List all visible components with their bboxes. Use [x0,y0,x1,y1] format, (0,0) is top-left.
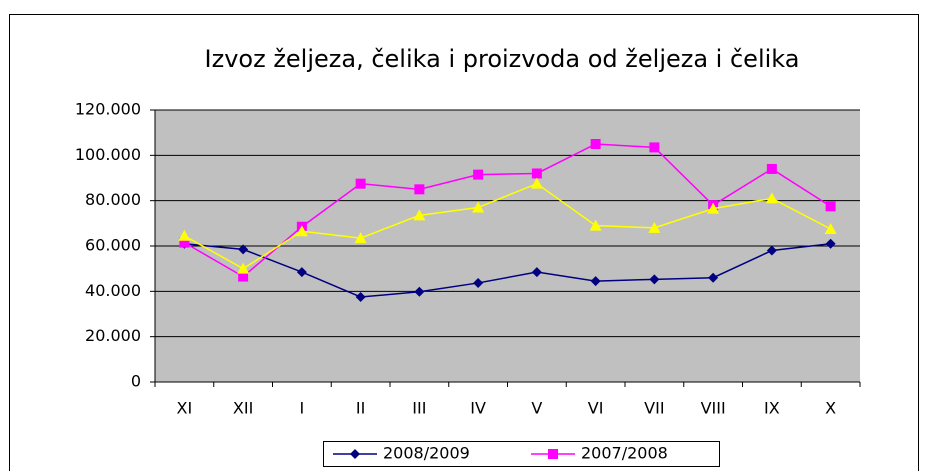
data-point [766,245,777,256]
data-point [237,262,250,274]
data-point [355,178,366,189]
data-point [648,221,661,233]
data-point [238,271,249,282]
data-point [238,244,249,255]
legend-label: 2007/2008 [581,444,668,463]
y-tick-label: 80.000 [85,190,141,209]
data-point [295,225,308,237]
data-point [413,209,426,221]
x-tick-label: VII [644,399,664,418]
data-point [766,163,777,174]
y-tick-label: 120.000 [75,100,141,119]
legend [323,441,720,467]
legend-marker [548,449,558,459]
x-tick-label: V [531,399,542,418]
series-line [184,182,831,270]
data-point [530,177,543,189]
x-tick-label: I [300,399,305,418]
series-line [183,143,832,278]
series-line [184,242,831,298]
y-tick-label: 100.000 [75,145,141,164]
data-point [707,202,720,214]
y-tick-label: 20.000 [85,326,141,345]
data-point [355,292,366,302]
x-tick-label: X [825,399,836,418]
data-point [589,219,602,231]
legend-label: 2008/2009 [383,444,470,463]
data-point [296,267,307,278]
data-point [531,267,542,278]
x-tick-label: XII [233,399,253,418]
data-point [708,272,719,283]
x-tick-label: XI [177,399,193,418]
x-tick-label: IV [470,399,486,418]
data-point [531,168,542,179]
data-point [825,201,836,212]
data-point [765,192,778,204]
y-tick-label: 40.000 [85,281,141,300]
data-point [649,274,660,285]
data-point [824,223,837,234]
data-point [354,232,367,244]
data-point [473,277,484,288]
x-tick-label: III [412,399,426,418]
data-point [472,201,485,213]
x-tick-label: VIII [701,399,726,418]
data-point [414,286,425,297]
data-point [825,238,836,249]
data-point [590,139,601,149]
data-point [414,184,425,195]
data-point [178,229,191,241]
legend-marker [350,449,360,459]
y-tick-label: 0 [131,372,141,391]
data-point [473,169,484,180]
x-tick-label: II [356,399,365,418]
data-point [590,276,601,287]
data-point [649,142,660,153]
chart-title: Izvoz željeza, čelika i proizvoda od žel… [205,45,800,73]
x-tick-label: IX [764,399,780,418]
x-tick-label: VI [588,399,604,418]
y-tick-label: 60.000 [85,236,141,255]
